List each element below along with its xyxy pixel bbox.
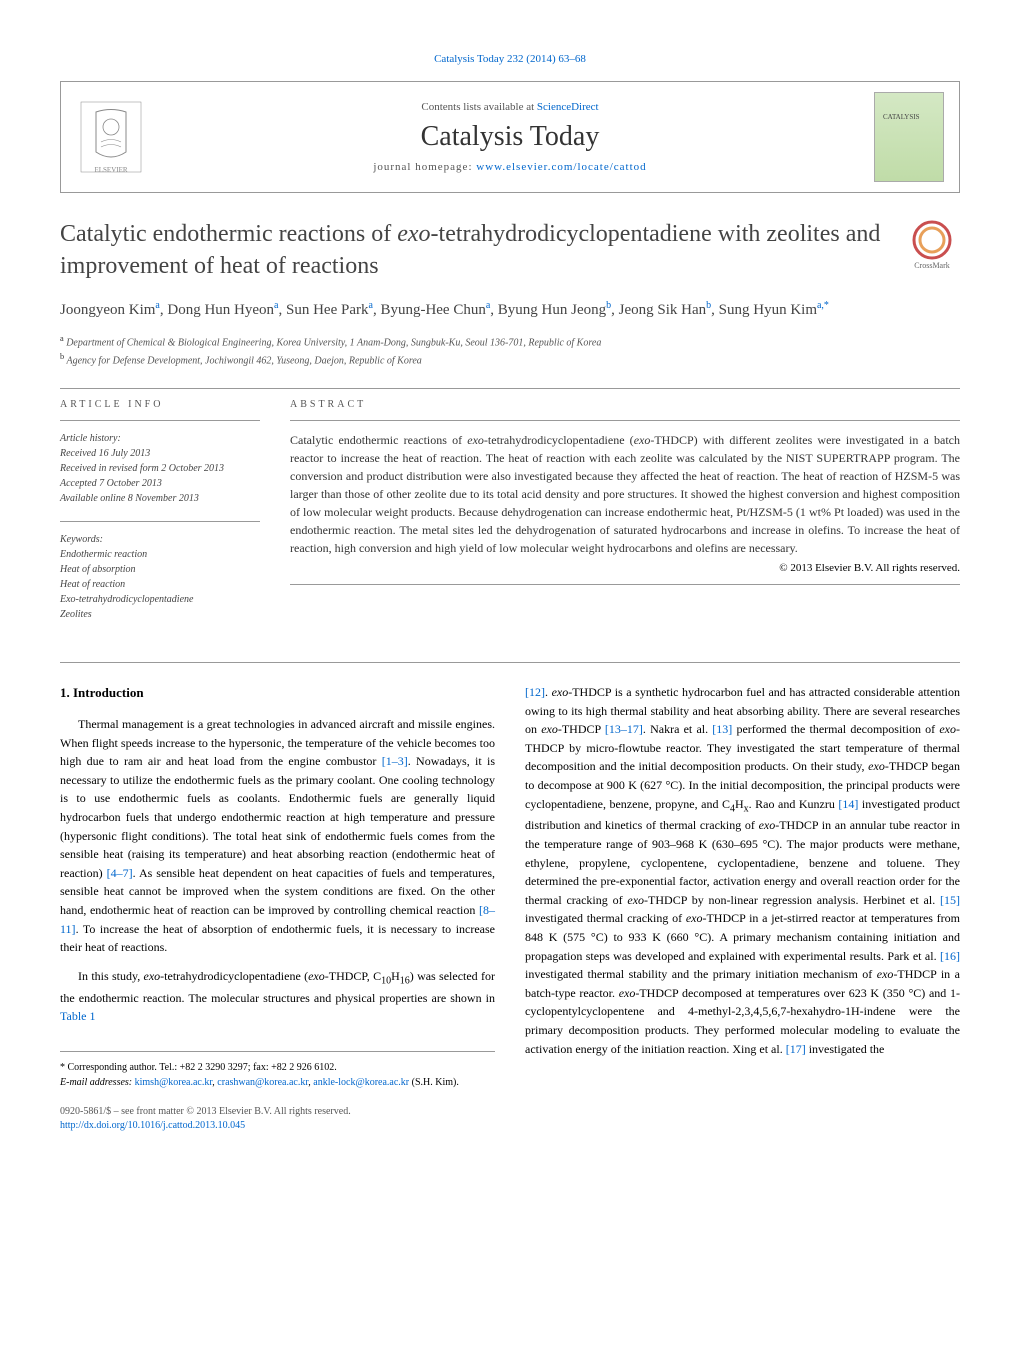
divider-2 <box>60 662 960 663</box>
intro-para-1: Thermal management is a great technologi… <box>60 715 495 957</box>
keyword-2: Heat of absorption <box>60 562 260 577</box>
issn-copyright-line: 0920-5861/$ – see front matter © 2013 El… <box>60 1105 495 1119</box>
history-received: Received 16 July 2013 <box>60 446 260 461</box>
affiliation-a: a Department of Chemical & Biological En… <box>60 333 960 350</box>
email-link-2[interactable]: crashwan@korea.ac.kr <box>217 1077 308 1088</box>
keyword-1: Endothermic reaction <box>60 547 260 562</box>
article-info-heading: ARTICLE INFO <box>60 399 260 410</box>
abstract-column: ABSTRACT Catalytic endothermic reactions… <box>290 399 960 637</box>
abstract-text: Catalytic endothermic reactions of exo-t… <box>290 431 960 557</box>
contents-available-line: Contents lists available at ScienceDirec… <box>146 101 874 113</box>
journal-cover-thumbnail <box>874 92 944 182</box>
journal-homepage-line: journal homepage: www.elsevier.com/locat… <box>146 161 874 173</box>
article-title: Catalytic endothermic reactions of exo-t… <box>60 218 890 283</box>
journal-homepage-link[interactable]: www.elsevier.com/locate/cattod <box>476 161 646 173</box>
email-link-1[interactable]: kimsh@korea.ac.kr <box>135 1077 213 1088</box>
email-link-3[interactable]: ankle-lock@korea.ac.kr <box>313 1077 409 1088</box>
elsevier-logo: ELSEVIER <box>76 97 146 177</box>
keyword-5: Zeolites <box>60 607 260 622</box>
crossmark-badge[interactable]: CrossMark <box>905 218 960 273</box>
authors-list: Joongyeon Kima, Dong Hun Hyeona, Sun Hee… <box>60 298 960 322</box>
svg-text:ELSEVIER: ELSEVIER <box>94 166 127 174</box>
corresponding-text: Corresponding author. Tel.: +82 2 3290 3… <box>68 1062 337 1073</box>
affiliation-b: b Agency for Defense Development, Jochiw… <box>60 351 960 368</box>
doi-link[interactable]: http://dx.doi.org/10.1016/j.cattod.2013.… <box>60 1120 245 1131</box>
abstract-heading: ABSTRACT <box>290 399 960 410</box>
corresponding-author-footnote: * Corresponding author. Tel.: +82 2 3290… <box>60 1051 495 1090</box>
body-column-right: [12]. exo-THDCP is a synthetic hydrocarb… <box>525 683 960 1133</box>
introduction-heading: 1. Introduction <box>60 683 495 703</box>
keyword-4: Exo-tetrahydrodicyclopentadiene <box>60 592 260 607</box>
keyword-3: Heat of reaction <box>60 577 260 592</box>
intro-para-col2: [12]. exo-THDCP is a synthetic hydrocarb… <box>525 683 960 1058</box>
history-accepted: Accepted 7 October 2013 <box>60 476 260 491</box>
intro-para-2: In this study, exo-tetrahydrodicyclopent… <box>60 967 495 1026</box>
header-citation-link[interactable]: Catalysis Today 232 (2014) 63–68 <box>434 53 586 65</box>
divider-1 <box>60 388 960 389</box>
affiliations: a Department of Chemical & Biological En… <box>60 333 960 368</box>
article-history-label: Article history: <box>60 431 260 446</box>
journal-header-box: ELSEVIER Contents lists available at Sci… <box>60 81 960 193</box>
footer-meta: 0920-5861/$ – see front matter © 2013 El… <box>60 1105 495 1133</box>
body-column-left: 1. Introduction Thermal management is a … <box>60 683 495 1133</box>
journal-name: Catalysis Today <box>146 121 874 153</box>
history-revised: Received in revised form 2 October 2013 <box>60 461 260 476</box>
abstract-copyright: © 2013 Elsevier B.V. All rights reserved… <box>290 562 960 574</box>
sciencedirect-link[interactable]: ScienceDirect <box>537 101 599 113</box>
article-info-column: ARTICLE INFO Article history: Received 1… <box>60 399 260 637</box>
history-online: Available online 8 November 2013 <box>60 491 260 506</box>
header-citation: Catalysis Today 232 (2014) 63–68 <box>60 50 960 66</box>
svg-text:CrossMark: CrossMark <box>914 261 950 270</box>
keywords-label: Keywords: <box>60 532 260 547</box>
